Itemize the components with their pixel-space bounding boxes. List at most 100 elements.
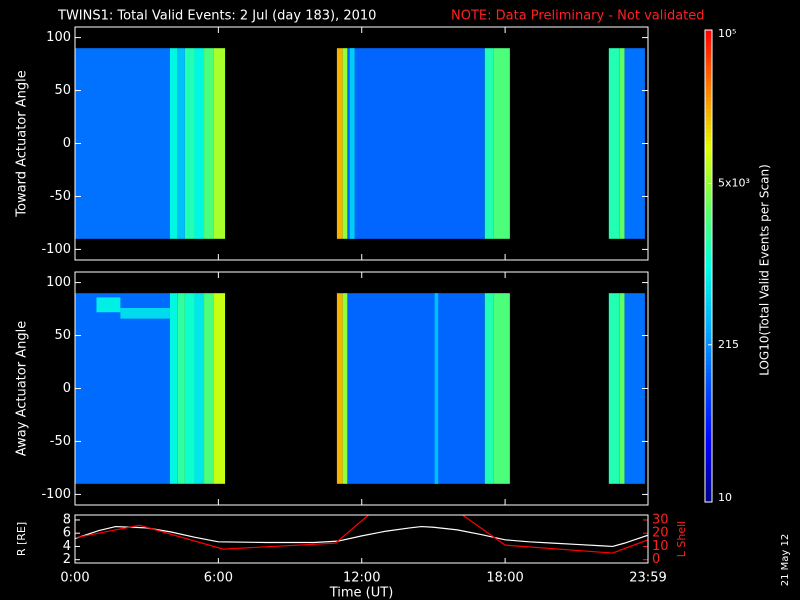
colorbar-segment [705, 411, 712, 416]
colorbar-segment [705, 387, 712, 393]
y2-tick-label: 10 [652, 539, 669, 554]
colorbar-segment [705, 348, 712, 354]
colorbar-segment [705, 226, 712, 232]
colorbar-segment [705, 155, 712, 161]
colorbar-segment [705, 108, 712, 114]
spectrogram-band [75, 293, 170, 484]
colorbar-segment [705, 116, 712, 121]
colorbar-segment [705, 340, 712, 346]
colorbar-segment [705, 234, 712, 239]
spectrogram-band [194, 48, 205, 239]
colorbar-segment [705, 486, 712, 491]
y-tick-label: 100 [46, 275, 71, 290]
colorbar-segment [705, 210, 712, 216]
colorbar-segment [705, 380, 712, 385]
colorbar-segment [705, 443, 712, 448]
colorbar-segment [705, 33, 712, 39]
colorbar-segment [705, 175, 712, 180]
colorbar-segment [705, 419, 712, 424]
spectrogram-band [484, 48, 494, 239]
colorbar-tick-label: 10⁵ [718, 27, 736, 40]
spectrogram-band [213, 48, 226, 239]
colorbar-segment [705, 242, 712, 247]
spectrogram-band [194, 293, 205, 484]
colorbar-segment [705, 41, 712, 47]
colorbar-segment [705, 376, 712, 381]
colorbar-segment [705, 37, 712, 43]
colorbar-segment [705, 277, 712, 283]
colorbar-segment [705, 325, 712, 330]
colorbar-tick-label: 10 [718, 491, 732, 504]
y-tick-label: -100 [41, 487, 71, 502]
colorbar-segment [705, 368, 712, 373]
colorbar-segment [705, 427, 712, 432]
colorbar-segment [705, 289, 712, 295]
colorbar-segment [705, 423, 712, 428]
colorbar-segment [705, 372, 712, 377]
colorbar-segment [705, 407, 712, 413]
y2-tick-label: 20 [652, 526, 669, 541]
colorbar-segment [705, 317, 712, 322]
colorbar-segment [705, 328, 712, 334]
colorbar-segment [705, 151, 712, 157]
colorbar-segment [705, 144, 712, 149]
spectrogram-band [347, 293, 485, 484]
colorbar-segment [705, 391, 712, 397]
colorbar-segment [705, 470, 712, 475]
colorbar-segment [705, 179, 712, 184]
spectrogram-band [493, 48, 510, 239]
colorbar-segment [705, 140, 712, 145]
colorbar-segment [705, 53, 712, 59]
colorbar-segment [705, 124, 712, 129]
colorbar-segment [705, 199, 712, 204]
colorbar-segment [705, 159, 712, 165]
colorbar-segment [705, 364, 712, 369]
colorbar-segment [705, 171, 712, 177]
spectrogram-band [624, 293, 645, 484]
colorbar-segment [705, 136, 712, 141]
colorbar-segment [705, 214, 712, 220]
y-axis-label: R [RE] [15, 522, 28, 556]
x-tick-label: 23:59 [629, 571, 666, 586]
x-tick-label: 6:00 [204, 571, 233, 586]
colorbar-segment [705, 399, 712, 405]
footer-date: 21 May 12 [780, 534, 791, 586]
spectrogram-band [619, 293, 625, 484]
colorbar-segment [705, 167, 712, 173]
y-tick-label: -100 [41, 242, 71, 257]
y-tick-label: 50 [54, 83, 71, 98]
colorbar-segment [705, 482, 712, 487]
colorbar-segment [705, 207, 712, 212]
note: NOTE: Data Preliminary - Not validated [451, 9, 705, 24]
title: TWINS1: Total Valid Events: 2 Jul (day 1… [57, 9, 376, 24]
panel-frame [74, 271, 649, 506]
colorbar-segment [705, 73, 712, 78]
spectrogram-band [120, 308, 170, 319]
colorbar-segment [705, 238, 712, 243]
spectrogram-band [336, 48, 343, 239]
colorbar-segment [705, 262, 712, 267]
colorbar-segment [705, 258, 712, 263]
colorbar-segment [705, 285, 712, 291]
colorbar-segment [705, 462, 712, 468]
y-axis-label: Away Actuator Angle [15, 321, 30, 456]
colorbar-segment [705, 120, 712, 125]
colorbar-segment [705, 360, 712, 365]
colorbar-segment [705, 49, 712, 55]
colorbar-segment [705, 403, 712, 409]
panel-frame [74, 26, 649, 261]
colorbar-segment [705, 498, 712, 503]
y-tick-label: 8 [63, 512, 71, 527]
colorbar-segment [705, 458, 712, 464]
spectrogram-band [177, 48, 185, 239]
colorbar-segment [705, 266, 712, 271]
colorbar-segment [705, 352, 712, 357]
colorbar-segment [705, 313, 712, 318]
colorbar-segment [705, 450, 712, 456]
colorbar-segment [705, 81, 712, 86]
colorbar-segment [705, 222, 712, 228]
colorbar-segment [705, 132, 712, 137]
x-tick-label: 12:00 [343, 571, 380, 586]
colorbar-segment [705, 439, 712, 444]
